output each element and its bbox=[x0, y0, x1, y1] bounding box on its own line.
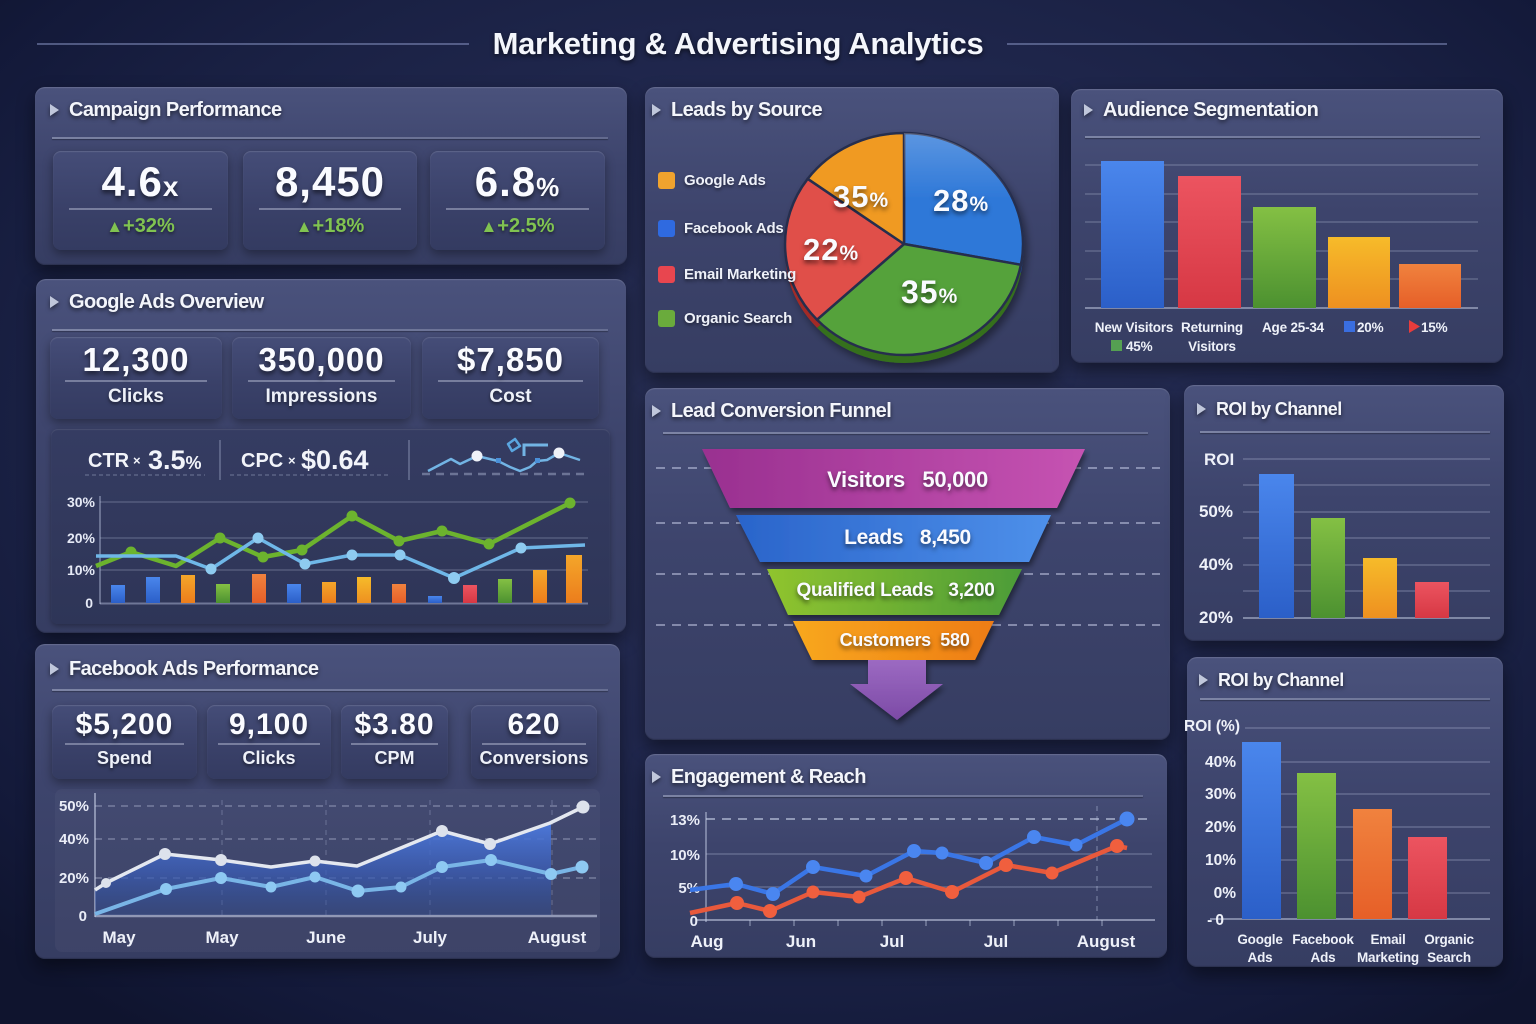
svg-text:ROI: ROI bbox=[1204, 450, 1234, 469]
svg-text:Email: Email bbox=[1370, 932, 1405, 947]
svg-text:10%: 10% bbox=[670, 847, 700, 864]
svg-text:Jul: Jul bbox=[880, 932, 905, 951]
svg-text:40%: 40% bbox=[59, 831, 89, 848]
svg-text:50%: 50% bbox=[59, 798, 89, 815]
svg-text:0: 0 bbox=[79, 908, 87, 925]
svg-text:45%: 45% bbox=[1126, 339, 1153, 354]
svg-text:13%: 13% bbox=[670, 812, 700, 829]
svg-text:August: August bbox=[528, 928, 587, 947]
svg-text:$0.64: $0.64 bbox=[301, 445, 369, 475]
svg-text:15%: 15% bbox=[1421, 320, 1448, 335]
svg-text:CTR: CTR bbox=[88, 450, 130, 472]
svg-text:Jul: Jul bbox=[984, 932, 1009, 951]
svg-text:- 0: - 0 bbox=[1207, 912, 1224, 929]
svg-text:30%: 30% bbox=[67, 494, 96, 510]
svg-text:July: July bbox=[413, 928, 448, 947]
svg-text:Organic: Organic bbox=[1424, 932, 1474, 947]
svg-text:40%: 40% bbox=[1205, 754, 1236, 771]
svg-text:20%: 20% bbox=[1357, 320, 1384, 335]
svg-text:0%: 0% bbox=[1214, 885, 1237, 902]
svg-text:Jun: Jun bbox=[786, 932, 816, 951]
svg-text:Returning: Returning bbox=[1181, 320, 1243, 335]
svg-text:Ads: Ads bbox=[1248, 950, 1273, 965]
svg-text:5%: 5% bbox=[678, 880, 700, 897]
svg-text:20%: 20% bbox=[1199, 608, 1233, 627]
svg-text:20%: 20% bbox=[1205, 819, 1236, 836]
svg-text:Age 25-34: Age 25-34 bbox=[1262, 320, 1325, 335]
svg-text:ROI (%): ROI (%) bbox=[1184, 718, 1240, 735]
svg-text:New Visitors: New Visitors bbox=[1095, 320, 1173, 335]
svg-text:0: 0 bbox=[690, 913, 698, 930]
svg-text:40%: 40% bbox=[1199, 555, 1233, 574]
svg-text:Visitors: Visitors bbox=[1188, 339, 1236, 354]
svg-text:Ads: Ads bbox=[1311, 950, 1336, 965]
svg-text:CPC: CPC bbox=[241, 450, 283, 472]
svg-text:June: June bbox=[306, 928, 346, 947]
svg-text:10%: 10% bbox=[67, 562, 96, 578]
svg-text:×: × bbox=[133, 453, 141, 468]
svg-text:0: 0 bbox=[85, 595, 93, 611]
svg-text:20%: 20% bbox=[59, 870, 89, 887]
svg-text:Google: Google bbox=[1237, 932, 1283, 947]
svg-text:Aug: Aug bbox=[690, 932, 723, 951]
svg-text:Facebook: Facebook bbox=[1292, 932, 1354, 947]
svg-text:May: May bbox=[205, 928, 239, 947]
svg-text:10%: 10% bbox=[1205, 852, 1236, 869]
svg-text:3.5%: 3.5% bbox=[148, 445, 202, 475]
svg-text:May: May bbox=[102, 928, 136, 947]
svg-text:August: August bbox=[1077, 932, 1136, 951]
svg-text:Marketing: Marketing bbox=[1357, 950, 1419, 965]
svg-text:20%: 20% bbox=[67, 530, 96, 546]
svg-text:50%: 50% bbox=[1199, 502, 1233, 521]
svg-text:30%: 30% bbox=[1205, 786, 1236, 803]
svg-text:×: × bbox=[288, 453, 296, 468]
svg-text:Search: Search bbox=[1427, 950, 1471, 965]
